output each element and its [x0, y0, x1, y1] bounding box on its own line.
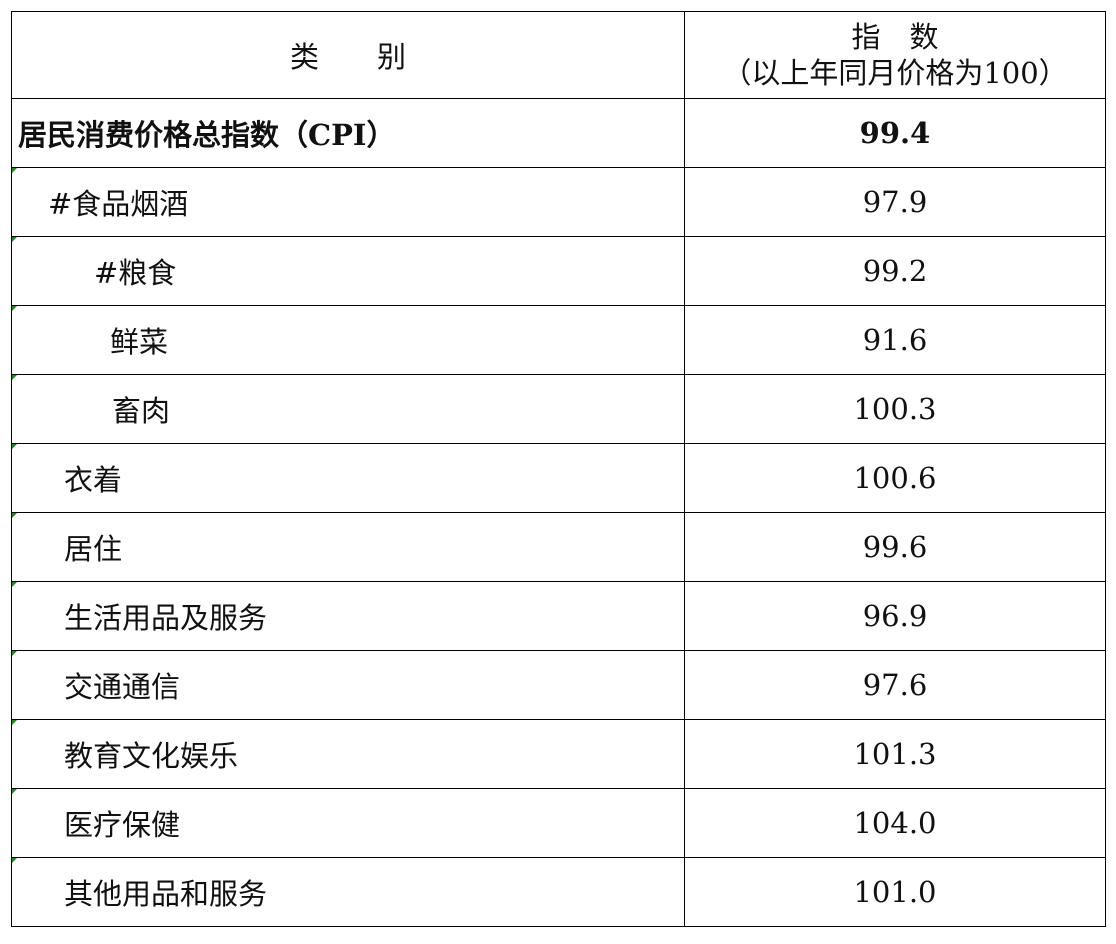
- value-cell: 91.6: [684, 305, 1106, 375]
- table-row: 居民消费价格总指数（CPI） 99.4: [11, 98, 1106, 168]
- value-cell: 96.9: [684, 581, 1106, 651]
- table-row: #食品烟酒 97.9: [11, 167, 1106, 237]
- value-cell: 104.0: [684, 788, 1106, 858]
- category-label: 居住: [64, 532, 123, 566]
- header-category-label: 类 别: [289, 40, 406, 74]
- cell-marker: [12, 513, 17, 518]
- value-cell: 97.6: [684, 650, 1106, 720]
- category-label: 医疗保健: [64, 808, 181, 842]
- table-row: 教育文化娱乐 101.3: [11, 719, 1106, 789]
- table-header-row: 类 别 指 数 （以上年同月价格为100）: [11, 11, 1106, 99]
- cell-marker: [12, 237, 17, 242]
- value-cell: 101.3: [684, 719, 1106, 789]
- cell-marker: [12, 306, 17, 311]
- cell-marker: [12, 582, 17, 587]
- value-cell: 100.3: [684, 374, 1106, 444]
- value-cell: 100.6: [684, 443, 1106, 513]
- category-cell: 鲜菜: [11, 305, 685, 375]
- table-row: 衣着 100.6: [11, 443, 1106, 513]
- table-row: 生活用品及服务 96.9: [11, 581, 1106, 651]
- category-label: 鲜菜: [110, 325, 169, 359]
- cell-marker: [12, 444, 17, 449]
- category-cell: 畜肉: [11, 374, 685, 444]
- cell-marker: [12, 168, 17, 173]
- category-cell: 居民消费价格总指数（CPI）: [11, 98, 685, 168]
- value-cell: 101.0: [684, 857, 1106, 927]
- table-row: 鲜菜 91.6: [11, 305, 1106, 375]
- table-row: #粮食 99.2: [11, 236, 1106, 306]
- category-cell: 医疗保健: [11, 788, 685, 858]
- category-cell: #食品烟酒: [11, 167, 685, 237]
- value-cell: 99.2: [684, 236, 1106, 306]
- table-row: 医疗保健 104.0: [11, 788, 1106, 858]
- category-cell: 衣着: [11, 443, 685, 513]
- value-cell: 99.6: [684, 512, 1106, 582]
- category-label: #食品烟酒: [48, 187, 189, 221]
- category-cell: 交通通信: [11, 650, 685, 720]
- category-cell: 其他用品和服务: [11, 857, 685, 927]
- header-category: 类 别: [11, 11, 685, 99]
- value-cell: 97.9: [684, 167, 1106, 237]
- cpi-index-table: 类 别 指 数 （以上年同月价格为100） 居民消费价格总指数（CPI） 99.…: [11, 11, 1106, 927]
- table-row: 居住 99.6: [11, 512, 1106, 582]
- value-cell: 99.4: [684, 98, 1106, 168]
- category-label: 畜肉: [112, 394, 171, 428]
- header-index-label: 指 数: [851, 20, 939, 54]
- header-index-sublabel: （以上年同月价格为100）: [722, 56, 1068, 90]
- category-label: 衣着: [64, 463, 123, 497]
- table-row: 其他用品和服务 101.0: [11, 857, 1106, 927]
- cell-marker: [12, 720, 17, 725]
- category-label: 生活用品及服务: [64, 601, 268, 635]
- table-row: 交通通信 97.6: [11, 650, 1106, 720]
- category-cell: 居住: [11, 512, 685, 582]
- header-index: 指 数 （以上年同月价格为100）: [684, 11, 1106, 99]
- category-label: 交通通信: [64, 670, 181, 704]
- category-cell: 教育文化娱乐: [11, 719, 685, 789]
- category-label: 其他用品和服务: [64, 877, 268, 911]
- cell-marker: [12, 858, 17, 863]
- cell-marker: [12, 375, 17, 380]
- cell-marker: [12, 789, 17, 794]
- category-cell: 生活用品及服务: [11, 581, 685, 651]
- category-label: 教育文化娱乐: [64, 739, 239, 773]
- category-cell: #粮食: [11, 236, 685, 306]
- table-row: 畜肉 100.3: [11, 374, 1106, 444]
- category-label: #粮食: [94, 256, 177, 290]
- cell-marker: [12, 651, 17, 656]
